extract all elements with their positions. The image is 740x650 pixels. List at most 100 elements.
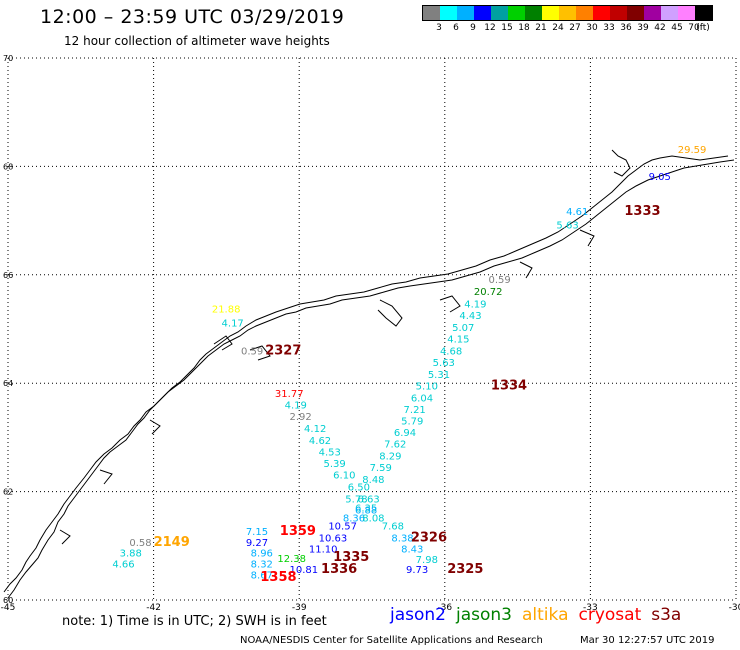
wave-height-value: 8.48	[362, 475, 384, 486]
color-scale-label: 27	[569, 23, 581, 33]
legend-jason3: jason3	[456, 605, 512, 625]
color-scale-box	[525, 6, 542, 20]
latitude-label: 60	[3, 596, 13, 605]
color-scale-box	[695, 6, 712, 20]
color-scale-label: 24	[552, 23, 564, 33]
pass-id-label: 2149	[154, 535, 190, 550]
longitude-label: -33	[583, 603, 598, 613]
wave-height-value: 31.77	[275, 389, 304, 400]
wave-height-value: 4.43	[459, 311, 481, 322]
wave-height-value: 5.79	[401, 416, 423, 427]
latitude-label: 70	[3, 54, 13, 63]
wave-height-value: 6.63	[357, 494, 379, 505]
wave-height-value: 9.73	[406, 565, 428, 576]
color-scale-box	[559, 6, 576, 20]
legend-jason2: jason2	[390, 605, 446, 625]
color-scale-box	[440, 6, 457, 20]
wave-height-value: 0.59	[241, 346, 263, 357]
map-title: 12:00 – 23:59 UTC 03/29/2019	[40, 6, 345, 28]
wave-height-value: 7.98	[416, 555, 438, 566]
wave-height-labels: 29.599.054.615.6313330.5920.724.194.435.…	[112, 145, 706, 585]
wave-height-value: 8.32	[251, 559, 273, 570]
legend-altika: altika	[522, 605, 569, 625]
wave-height-value: 4.61	[566, 207, 588, 218]
pass-id-label: 2325	[447, 562, 483, 577]
wave-height-value: 9.05	[649, 172, 671, 183]
color-scale-box	[542, 6, 559, 20]
wave-height-value: 8.36	[343, 513, 365, 524]
pass-id-label: 1358	[260, 570, 296, 585]
color-scale-label: 9	[470, 23, 476, 33]
color-scale-box	[610, 6, 627, 20]
latitude-label: 62	[3, 488, 13, 497]
legend-cryosat: cryosat	[578, 605, 642, 625]
wave-height-value: 5.78	[345, 494, 367, 505]
wave-height-value: 7.68	[382, 522, 404, 533]
wave-height-value: 5.39	[323, 459, 345, 470]
pass-id-label: 2326	[411, 530, 447, 545]
wave-height-value: 6.10	[333, 471, 355, 482]
wave-height-value: 6.50	[348, 483, 370, 494]
color-scale-box	[491, 6, 508, 20]
wave-height-value: 3.88	[120, 549, 142, 560]
wave-height-value: 5.63	[433, 358, 455, 369]
color-scale-label: 36	[620, 23, 632, 33]
wave-height-value: 21.88	[212, 305, 241, 316]
wave-height-value: 4.66	[112, 559, 134, 570]
color-scale-box	[508, 6, 525, 20]
wave-height-value: 10.57	[328, 522, 357, 533]
wave-height-value: 6.04	[411, 394, 433, 405]
color-scale-label: 70	[688, 23, 700, 33]
wave-height-value: 4.19	[285, 401, 307, 412]
pass-id-label: 1334	[491, 379, 527, 394]
legend-s3a: s3a	[651, 605, 682, 625]
wave-height-value: 4.12	[304, 424, 326, 435]
color-scale-box	[576, 6, 593, 20]
wave-height-value: 29.59	[678, 145, 707, 156]
latitude-label: 66	[3, 271, 13, 280]
wave-height-value: 8.38	[391, 533, 413, 544]
wave-height-value: 7.21	[404, 405, 426, 416]
wave-height-value: 4.53	[319, 447, 341, 458]
credit-text: NOAA/NESDIS Center for Satellite Applica…	[240, 635, 543, 646]
longitude-label: -39	[292, 603, 307, 613]
wave-height-value: 8.43	[401, 544, 423, 555]
wave-height-value: 8.29	[379, 452, 401, 463]
pass-id-label: 1333	[624, 204, 660, 219]
wave-height-value: 12.38	[277, 554, 306, 565]
pass-id-label: 1335	[333, 550, 369, 565]
color-scale-label: (ft)	[696, 23, 710, 33]
wave-height-value: 5.31	[428, 370, 450, 381]
wave-height-value: 0.58	[129, 538, 151, 549]
wave-height-value: 10.81	[289, 565, 318, 576]
color-scale-label: 12	[484, 23, 496, 33]
color-scale-labels: 3 6 9 12 15 18 21 24 27 30 33 36 39 42 45 70 (ft)	[422, 21, 713, 35]
wave-height-value: 8.67	[251, 570, 273, 581]
color-scale-label: 18	[518, 23, 530, 33]
wave-height-value: 10.63	[319, 533, 348, 544]
wave-height-value: 6.35	[355, 504, 377, 515]
latitude-label: 64	[3, 379, 13, 388]
wave-height-value: 0.59	[488, 275, 510, 286]
pass-id-label: 1359	[280, 524, 316, 539]
wave-height-value: 7.15	[246, 527, 268, 538]
wave-height-value: 4.15	[447, 335, 469, 346]
greenland-coastline	[7, 159, 735, 599]
wave-height-value: 2.92	[289, 412, 311, 423]
color-scale-label: 6	[453, 23, 459, 33]
wave-height-value: 20.72	[474, 287, 503, 298]
wave-height-value: 4.68	[440, 346, 462, 357]
footer-note: note: 1) Time is in UTC; 2) SWH is in fe…	[62, 614, 327, 629]
color-scale-label: 15	[501, 23, 513, 33]
wave-height-value: 8.08	[362, 513, 384, 524]
coastline-fjords	[59, 149, 631, 545]
color-scale-label: 45	[671, 23, 683, 33]
pass-id-label: 1336	[321, 562, 357, 577]
color-scale-label: 21	[535, 23, 547, 33]
wave-height-value: 5.10	[416, 382, 438, 393]
map-subtitle: 12 hour collection of altimeter wave hei…	[64, 34, 330, 48]
satellite-legend: jason2 jason3 altika cryosat s3a	[390, 605, 691, 625]
color-scale-box	[627, 6, 644, 20]
wave-height-value: 4.19	[464, 299, 486, 310]
